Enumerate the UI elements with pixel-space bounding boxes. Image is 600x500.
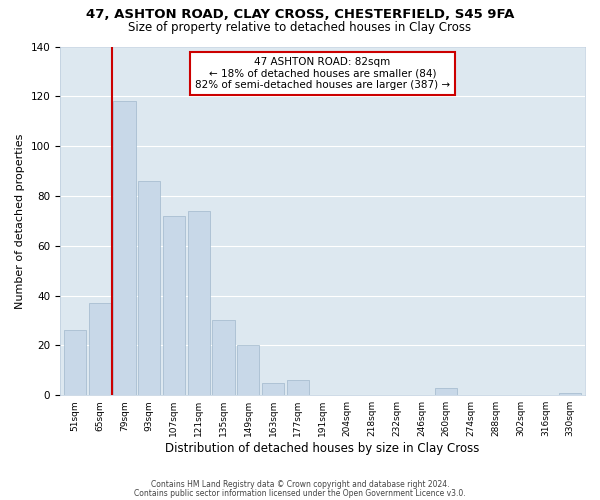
Bar bbox=[89, 303, 111, 395]
X-axis label: Distribution of detached houses by size in Clay Cross: Distribution of detached houses by size … bbox=[166, 442, 480, 455]
Bar bbox=[212, 320, 235, 395]
Bar bbox=[435, 388, 457, 395]
Bar bbox=[113, 102, 136, 395]
Bar bbox=[287, 380, 309, 395]
Text: 47, ASHTON ROAD, CLAY CROSS, CHESTERFIELD, S45 9FA: 47, ASHTON ROAD, CLAY CROSS, CHESTERFIEL… bbox=[86, 8, 514, 20]
Bar bbox=[163, 216, 185, 395]
Bar bbox=[237, 346, 259, 395]
Bar bbox=[64, 330, 86, 395]
Bar bbox=[138, 181, 160, 395]
Text: 47 ASHTON ROAD: 82sqm
← 18% of detached houses are smaller (84)
82% of semi-deta: 47 ASHTON ROAD: 82sqm ← 18% of detached … bbox=[195, 57, 450, 90]
Text: Contains HM Land Registry data © Crown copyright and database right 2024.: Contains HM Land Registry data © Crown c… bbox=[151, 480, 449, 489]
Text: Size of property relative to detached houses in Clay Cross: Size of property relative to detached ho… bbox=[128, 21, 472, 34]
Bar bbox=[559, 392, 581, 395]
Bar bbox=[188, 211, 210, 395]
Text: Contains public sector information licensed under the Open Government Licence v3: Contains public sector information licen… bbox=[134, 488, 466, 498]
Y-axis label: Number of detached properties: Number of detached properties bbox=[15, 133, 25, 308]
Bar bbox=[262, 383, 284, 395]
